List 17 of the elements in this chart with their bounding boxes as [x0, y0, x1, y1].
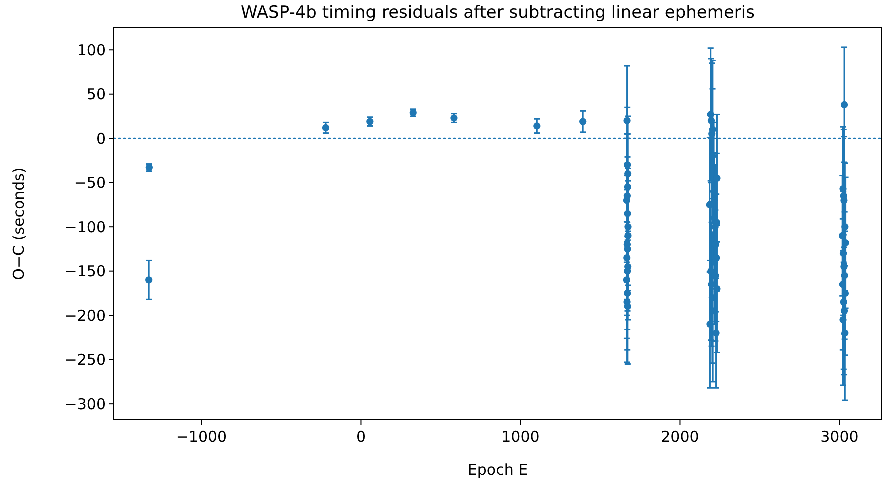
y-tick-label: 50 [86, 86, 106, 104]
y-tick-label: −150 [64, 262, 106, 281]
y-tick-label: 100 [77, 41, 106, 60]
x-tick-label: 2000 [661, 428, 700, 446]
chart-title: WASP-4b timing residuals after subtracting linear ephemeris [241, 3, 756, 23]
x-tick-label: −1000 [176, 428, 228, 446]
y-tick-label: −200 [64, 306, 106, 325]
y-tick-label: −300 [64, 395, 106, 414]
y-tick-label: −250 [64, 351, 106, 370]
x-tick-label: 1000 [502, 428, 540, 446]
x-axis-title: Epoch E [468, 461, 528, 479]
y-tick-label: −50 [74, 174, 106, 192]
y-tick-label: 0 [96, 130, 106, 148]
y-tick-label: −100 [64, 218, 106, 236]
x-tick-label: 3000 [820, 428, 859, 446]
y-axis-title: O−C (seconds) [10, 168, 28, 280]
x-tick-label: 0 [356, 428, 366, 446]
